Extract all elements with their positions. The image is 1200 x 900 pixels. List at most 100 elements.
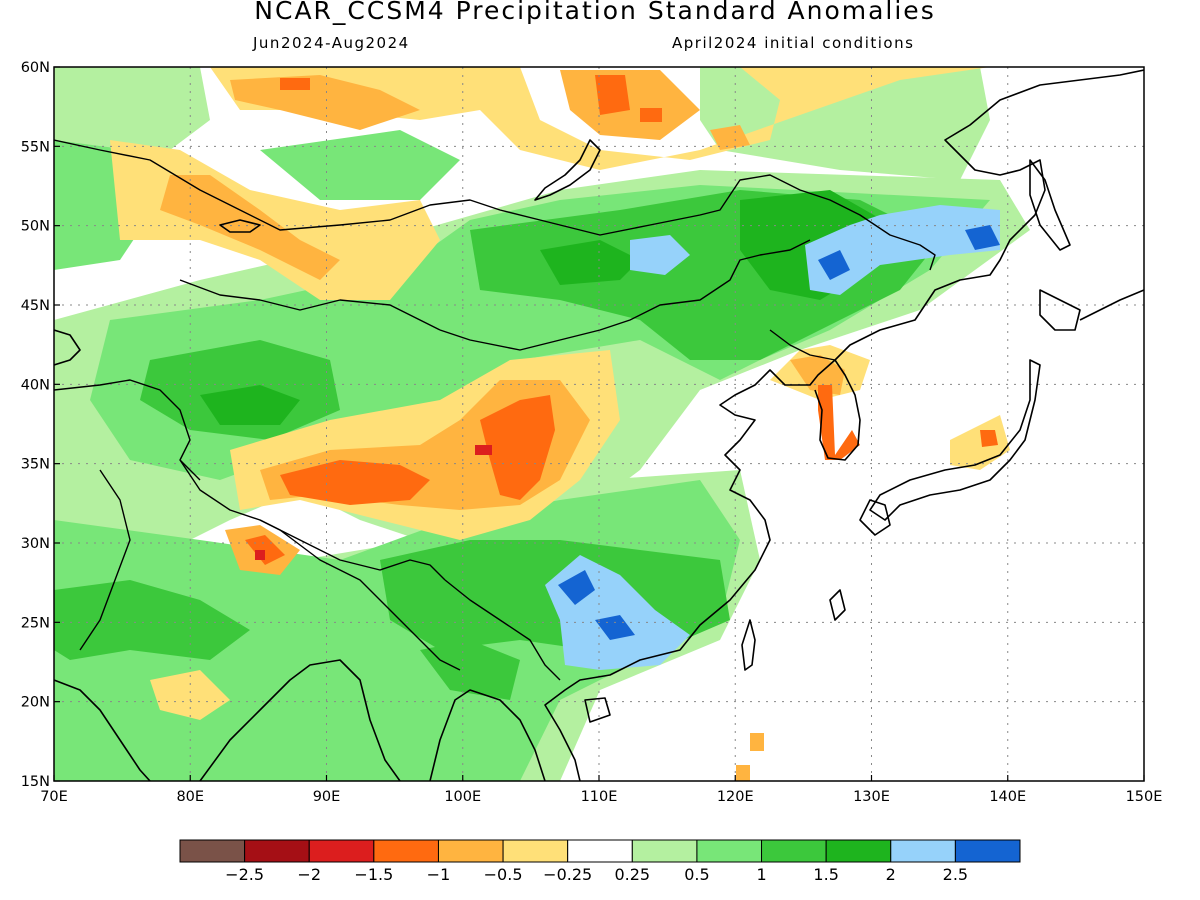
anomaly-dry-orange-3 — [160, 175, 340, 280]
colorbar-swatch — [179, 839, 246, 863]
lon-tick-label: 90E — [313, 789, 341, 805]
anomaly-tile-taiwan-2 — [736, 765, 750, 781]
colorbar-label: −0.5 — [484, 865, 523, 884]
anomaly-tile-taiwan-1 — [750, 733, 764, 751]
lat-tick-label: 60N — [21, 60, 50, 76]
coastline-lake-baikal — [534, 139, 601, 201]
colorbar-swatch — [308, 839, 375, 863]
border-india-nepal-myanmar — [259, 519, 461, 671]
lon-tick-label: 70E — [40, 789, 68, 805]
border-pakistan-india — [79, 469, 131, 651]
colorbar-label: −2.5 — [225, 865, 264, 884]
anomaly-dry-orange-2 — [560, 70, 700, 140]
colorbar-label: 1.5 — [813, 865, 838, 884]
lon-tick-label: 130E — [853, 789, 890, 805]
lon-tick-label: 120E — [717, 789, 754, 805]
colorbar-swatch — [954, 839, 1021, 863]
colorbar-label: 0.25 — [614, 865, 650, 884]
anomaly-very-wet-1 — [630, 235, 690, 275]
period-subtitle: Jun2024-Aug2024 — [253, 34, 410, 52]
lat-axis: 60N 55N 50N 45N 40N 35N 30N 25N 20N 15N — [21, 60, 60, 790]
lat-tick-label: 15N — [21, 774, 50, 790]
colorbar-label: −2 — [297, 865, 321, 884]
colorbar-label: 2.5 — [943, 865, 968, 884]
colorbar-label: −1 — [427, 865, 451, 884]
coastline-hainan — [584, 697, 611, 723]
coastline-taiwan — [741, 619, 756, 671]
border-mongolia-china — [439, 239, 811, 351]
border-kazakh-china — [179, 279, 441, 331]
coastline-sakhalin — [1029, 159, 1071, 251]
colorbar-label: −0.25 — [543, 865, 592, 884]
lon-tick-label: 100E — [444, 789, 481, 805]
border-southeast-asia — [444, 579, 561, 681]
lat-tick-label: 55N — [21, 139, 50, 155]
coastline-japan-kyushu — [859, 499, 891, 536]
anomaly-wet-core-3 — [200, 385, 300, 425]
anomaly-dry-strong-8 — [980, 430, 998, 447]
anomaly-dry-orange-1 — [230, 75, 420, 130]
lat-tick-label: 40N — [21, 377, 50, 393]
anomaly-very-wet-2 — [805, 205, 1000, 295]
colorbar-swatch — [631, 839, 698, 863]
coastline-bay-of-bengal — [199, 659, 401, 781]
lat-tick-label: 35N — [21, 457, 50, 473]
map-grid — [54, 67, 1144, 781]
coastline-japan-honshu — [869, 359, 1041, 521]
anomaly-wet-sea — [420, 640, 520, 700]
border-himalaya — [179, 459, 446, 581]
anomaly-dry-strong-5 — [818, 385, 860, 460]
colorbar-label: 1 — [756, 865, 766, 884]
anomaly-dry-strong-6 — [280, 78, 310, 90]
lat-tick-label: 30N — [21, 536, 50, 552]
anomaly-wet-north — [700, 67, 990, 180]
lat-tick-label: 20N — [21, 695, 50, 711]
anomaly-extreme-wet-3 — [558, 570, 595, 605]
lat-tick-label: 25N — [21, 615, 50, 631]
chart-title: NCAR_CCSM4 Precipitation Standard Anomal… — [254, 0, 936, 25]
colorbar-swatch — [890, 839, 956, 863]
lat-tick-label: 50N — [21, 219, 50, 235]
anomaly-dry-strong-3 — [595, 75, 630, 115]
lon-axis: 70E 80E 90E 100E 110E 120E 130E 140E 150E — [40, 775, 1162, 805]
anomaly-dry-orange-7 — [710, 125, 750, 150]
coastlines — [54, 69, 1144, 781]
colorbar-label: 2 — [886, 865, 896, 884]
anomaly-extreme-wet-2 — [965, 225, 1000, 250]
colorbar: −2.5 −2 −1.5 −1 −0.5 −0.25 0.25 0.5 1 1.5 2 2.5 — [179, 839, 1021, 884]
colorbar-swatch — [244, 839, 310, 863]
colorbar-swatch — [696, 839, 763, 863]
coastline-luzon — [829, 589, 846, 621]
border-central-asia — [54, 379, 201, 481]
anomaly-wet-india — [54, 580, 250, 660]
country-borders — [54, 139, 936, 681]
anomaly-wet-upper — [260, 130, 460, 200]
coastline-hokkaido — [1039, 289, 1081, 331]
init-subtitle: April2024 initial conditions — [672, 34, 915, 52]
lon-tick-label: 110E — [581, 789, 618, 805]
anomaly-dry-strong-2 — [480, 395, 555, 500]
colorbar-label: 0.5 — [684, 865, 709, 884]
colorbar-swatch — [761, 839, 827, 863]
anomaly-extreme-dry-1 — [475, 445, 492, 455]
border-china-korea — [769, 329, 836, 361]
anomaly-dry-strong-7 — [640, 108, 662, 122]
lon-tick-label: 150E — [1126, 789, 1163, 805]
anomaly-wet-core-1 — [540, 240, 640, 285]
coastline-caspian-aral — [54, 329, 81, 366]
coastline-kamchatka — [1079, 289, 1144, 321]
colorbar-swatch — [502, 839, 569, 863]
anomaly-dry-strong-1 — [280, 460, 430, 505]
anomaly-field — [54, 67, 1144, 781]
anomaly-extreme-wet-1 — [818, 250, 850, 280]
colorbar-swatch — [437, 839, 504, 863]
anomaly-extreme-wet-4 — [595, 615, 635, 640]
colorbar-swatch — [567, 839, 633, 863]
anomaly-extreme-dry-2 — [255, 550, 265, 560]
anomaly-dry-north — [210, 67, 990, 170]
coastline-indochina — [429, 689, 546, 781]
coastline-east-asia — [544, 69, 1144, 781]
lon-tick-label: 140E — [989, 789, 1026, 805]
colorbar-label: −1.5 — [354, 865, 393, 884]
